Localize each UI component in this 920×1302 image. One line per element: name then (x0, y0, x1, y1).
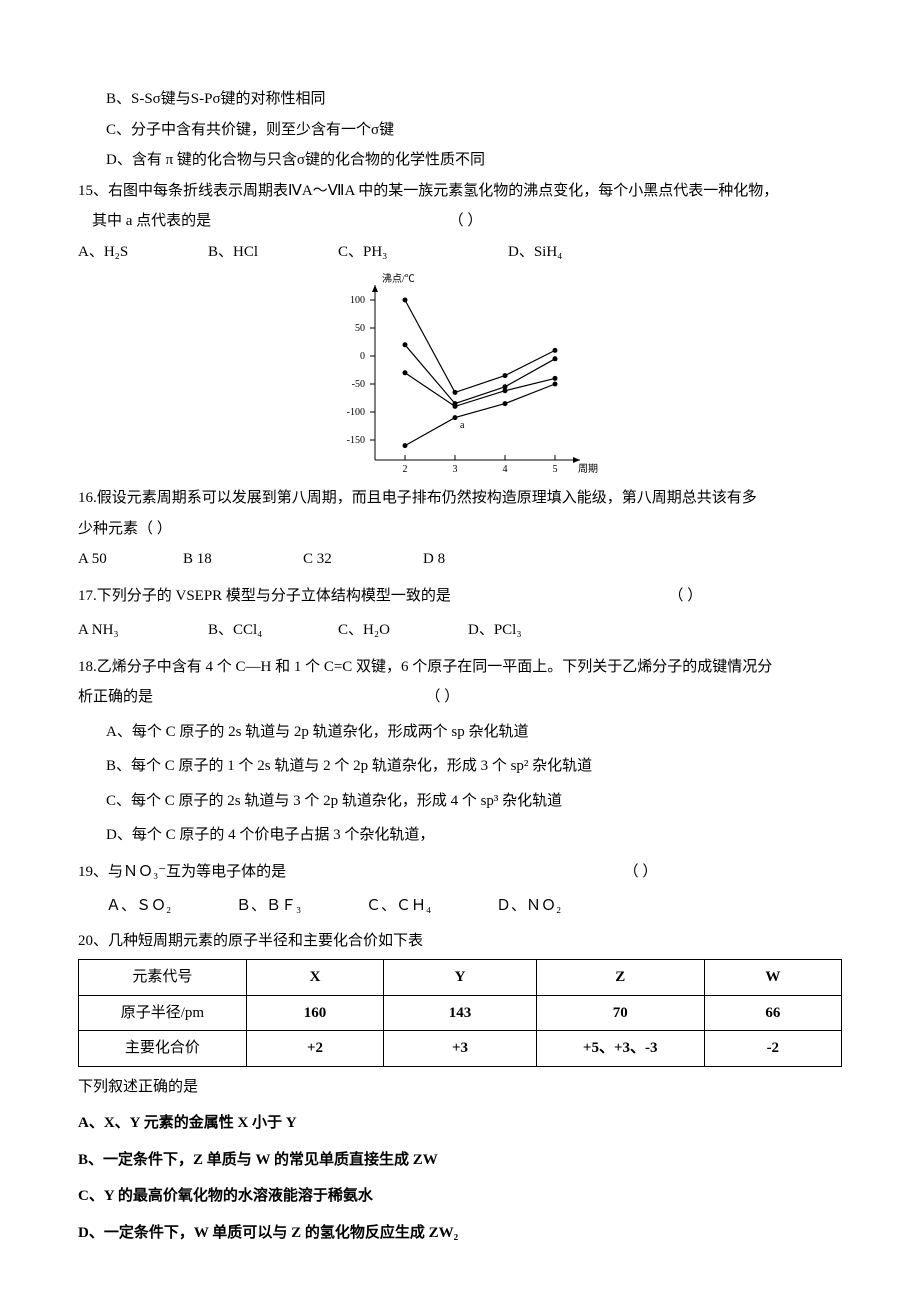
q19-stem-text: 19、与ＮＯ₃⁻互为等电子体的是 (78, 864, 286, 880)
y-tick-50: 50 (355, 323, 365, 334)
q18-option-a: A、每个 C 原子的 2s 轨道与 2p 轨道杂化，形成两个 sp 杂化轨道 (78, 718, 842, 747)
th-w: W (704, 960, 841, 996)
q19-option-b: Ｂ、ＢＦ₃ (236, 892, 366, 921)
q17-paren: （ ） (668, 588, 702, 604)
q18-stem-line2: 析正确的是 （ ） (78, 683, 842, 712)
q14-option-d: D、含有 π 键的化合物与只含σ键的化合物的化学性质不同 (78, 146, 842, 175)
q18-paren: （ ） (426, 689, 460, 705)
q17-stem-text: 17.下列分子的 VSEPR 模型与分子立体结构模型一致的是 (78, 588, 451, 604)
r2-z: +5、+3、-3 (536, 1031, 704, 1067)
q15-stem-line1: 15、右图中每条折线表示周期表ⅣA～ⅦA 中的某一族元素氢化物的沸点变化，每个小… (78, 177, 842, 206)
q18-stem-text: 析正确的是 (78, 689, 153, 705)
y-axis-label: 沸点/℃ (382, 272, 415, 285)
q17-stem: 17.下列分子的 VSEPR 模型与分子立体结构模型一致的是 （ ） (78, 582, 842, 611)
chart-svg: 100 50 0 -50 -100 -150 沸点/℃ 2 3 4 5 周期 a (320, 270, 600, 480)
q16-option-d: D 8 (423, 545, 445, 574)
q16-stem-line2: 少种元素（ ） (78, 515, 842, 544)
q19-options: Ａ、ＳＯ₂ Ｂ、ＢＦ₃ Ｃ、ＣＨ₄ Ｄ、ＮＯ₂ (78, 892, 842, 921)
q20-table: 元素代号 X Y Z W 原子半径/pm 160 143 70 66 主要化合价… (78, 959, 842, 1067)
q14-option-b: B、S-Sσ键与S-Pσ键的对称性相同 (78, 85, 842, 114)
point-a-label: a (460, 420, 465, 431)
q20-stem: 20、几种短周期元素的原子半径和主要化合价如下表 (78, 927, 842, 956)
q18-stem-line1: 18.乙烯分子中含有 4 个 C—H 和 1 个 C=C 双键，6 个原子在同一… (78, 653, 842, 682)
boiling-point-chart: 100 50 0 -50 -100 -150 沸点/℃ 2 3 4 5 周期 a (78, 270, 842, 480)
x-tick-2: 2 (403, 464, 408, 475)
q15-options: A、H₂S B、HCl C、PH₃ D、SiH₄ (78, 238, 842, 267)
r1-label: 原子半径/pm (79, 995, 247, 1031)
q16-option-a: A 50 (78, 545, 183, 574)
y-tick-0: 0 (360, 351, 365, 362)
q18-option-c: C、每个 C 原子的 2s 轨道与 3 个 2p 轨道杂化，形成 4 个 sp³… (78, 787, 842, 816)
q19-paren: （ ） (624, 864, 658, 880)
q15-stem-text: 其中 a 点代表的是 (92, 213, 211, 229)
q17-option-a: A NH₃ (78, 616, 208, 645)
th-y: Y (384, 960, 537, 996)
x-tick-3: 3 (453, 464, 458, 475)
q15-option-b: B、HCl (208, 238, 338, 267)
q20-option-b: B、一定条件下，Z 单质与 W 的常见单质直接生成 ZW (78, 1146, 842, 1175)
q15-paren: （ ） (449, 213, 483, 229)
x-axis-label: 周期 (578, 463, 598, 475)
r1-w: 66 (704, 995, 841, 1031)
r2-y: +3 (384, 1031, 537, 1067)
q20-option-a: A、X、Y 元素的金属性 X 小于 Y (78, 1109, 842, 1138)
y-tick-100: 100 (350, 295, 365, 306)
q17-options: A NH₃ B、CCl₄ C、H₂O D、PCl₃ (78, 616, 842, 645)
th-element: 元素代号 (79, 960, 247, 996)
r2-x: +2 (246, 1031, 383, 1067)
q16-options: A 50 B 18 C 32 D 8 (78, 545, 842, 574)
q16-option-c: C 32 (303, 545, 423, 574)
y-tick-n150: -150 (347, 435, 365, 446)
q17-option-d: D、PCl₃ (468, 616, 522, 645)
r1-y: 143 (384, 995, 537, 1031)
q19-stem: 19、与ＮＯ₃⁻互为等电子体的是 （ ） (78, 858, 842, 887)
x-tick-5: 5 (553, 464, 558, 475)
q15-stem-line2: 其中 a 点代表的是 （ ） (78, 207, 842, 236)
r1-x: 160 (246, 995, 383, 1031)
q18-option-d: D、每个 C 原子的 4 个价电子占据 3 个杂化轨道， (78, 821, 842, 850)
q17-option-c: C、H₂O (338, 616, 468, 645)
q20-followup: 下列叙述正确的是 (78, 1073, 842, 1102)
r1-z: 70 (536, 995, 704, 1031)
q20-option-d: D、一定条件下，W 单质可以与 Z 的氢化物反应生成 ZW₂ (78, 1219, 842, 1248)
y-tick-n100: -100 (347, 407, 365, 418)
q14-option-c: C、分子中含有共价键，则至少含有一个σ键 (78, 116, 842, 145)
r2-w: -2 (704, 1031, 841, 1067)
q15-option-a: A、H₂S (78, 238, 208, 267)
th-x: X (246, 960, 383, 996)
q17-option-b: B、CCl₄ (208, 616, 338, 645)
q19-option-a: Ａ、ＳＯ₂ (106, 892, 236, 921)
th-z: Z (536, 960, 704, 996)
q15-option-c: C、PH₃ (338, 238, 508, 267)
x-tick-4: 4 (503, 464, 508, 475)
q20-option-c: C、Y 的最高价氧化物的水溶液能溶于稀氨水 (78, 1182, 842, 1211)
q19-option-d: Ｄ、ＮＯ₂ (496, 892, 561, 921)
q15-option-d: D、SiH₄ (508, 238, 562, 267)
q16-stem-line1: 16.假设元素周期系可以发展到第八周期，而且电子排布仍然按构造原理填入能级，第八… (78, 484, 842, 513)
q18-option-b: B、每个 C 原子的 1 个 2s 轨道与 2 个 2p 轨道杂化，形成 3 个… (78, 752, 842, 781)
q19-option-c: Ｃ、ＣＨ₄ (366, 892, 496, 921)
r2-label: 主要化合价 (79, 1031, 247, 1067)
q16-option-b: B 18 (183, 545, 303, 574)
chart-lines (403, 298, 558, 449)
y-tick-n50: -50 (352, 379, 365, 390)
